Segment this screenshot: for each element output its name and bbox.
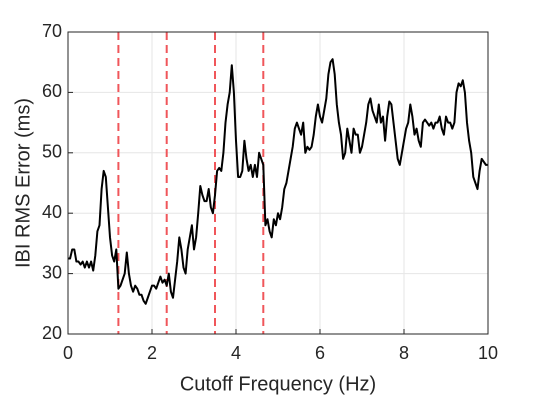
x-tick-label: 8 bbox=[399, 343, 409, 363]
plot-area bbox=[68, 32, 488, 334]
x-tick-label: 4 bbox=[231, 343, 241, 363]
y-tick-label: 20 bbox=[42, 323, 62, 343]
y-tick-label: 60 bbox=[42, 81, 62, 101]
y-tick-label: 70 bbox=[42, 21, 62, 41]
x-tick-label: 2 bbox=[147, 343, 157, 363]
x-tick-label: 10 bbox=[478, 343, 498, 363]
x-tick-label: 6 bbox=[315, 343, 325, 363]
y-tick-label: 50 bbox=[42, 142, 62, 162]
plot-frame bbox=[67, 31, 489, 335]
x-axis-label: Cutoff Frequency (Hz) bbox=[180, 373, 376, 395]
y-tick-label: 30 bbox=[42, 262, 62, 282]
data-line bbox=[68, 58, 488, 305]
y-axis-label: IBI RMS Error (ms) bbox=[12, 98, 34, 268]
y-tick-label: 40 bbox=[42, 202, 62, 222]
x-tick-label: 0 bbox=[63, 343, 73, 363]
